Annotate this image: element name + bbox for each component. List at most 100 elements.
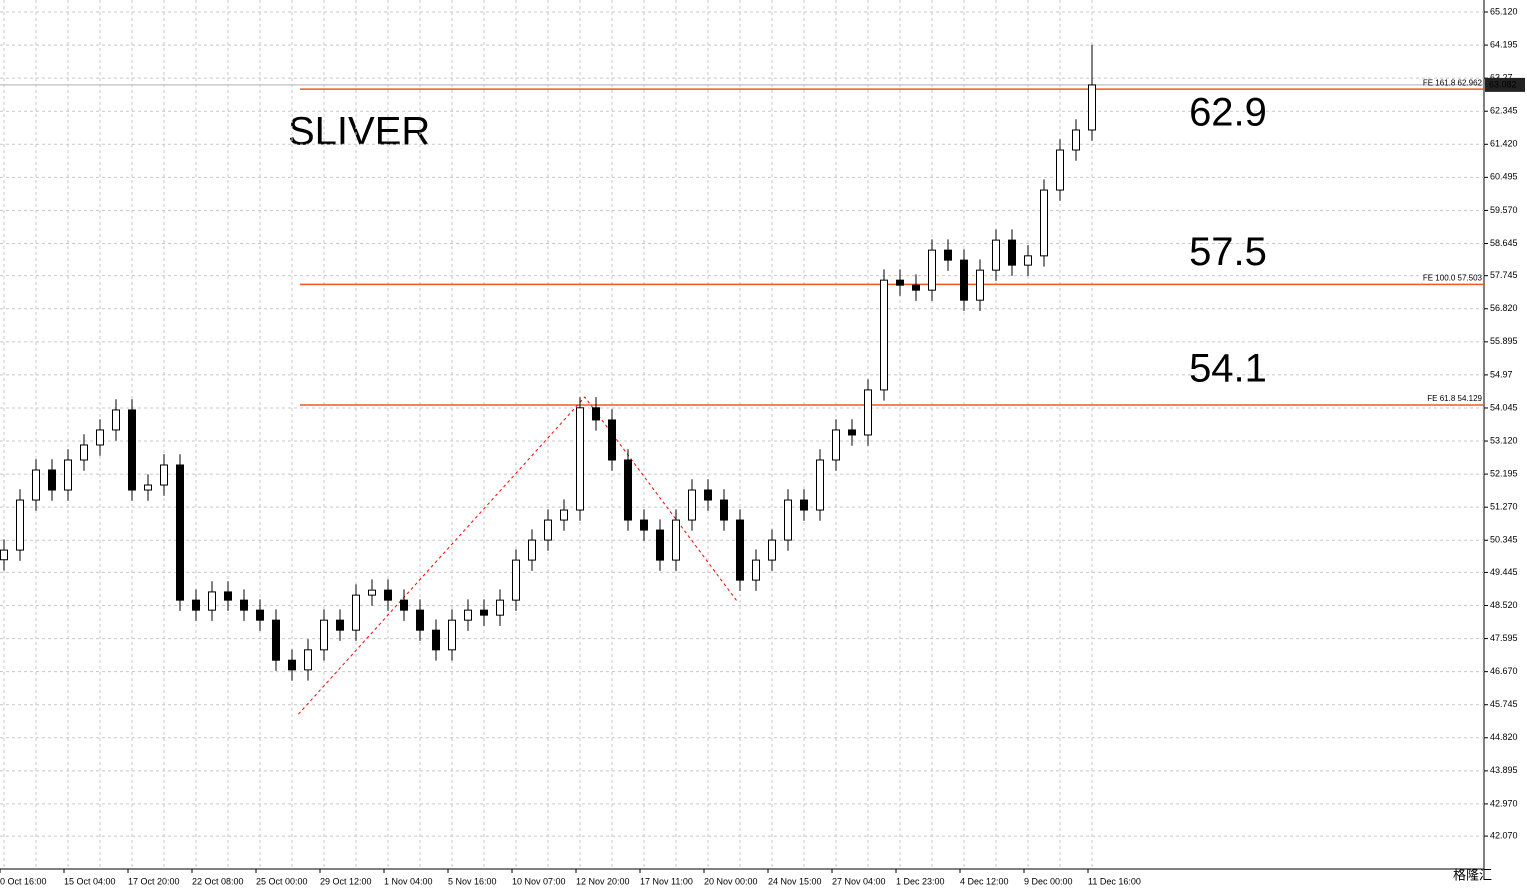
candle-body xyxy=(576,407,584,511)
y-tick-label: 60.495 xyxy=(1490,172,1518,182)
x-tick-label: 5 Nov 16:00 xyxy=(448,876,497,886)
candle-body xyxy=(384,589,392,601)
y-tick-label: 65.120 xyxy=(1490,6,1518,16)
x-tick-label: 27 Nov 04:00 xyxy=(832,876,886,886)
candle-body xyxy=(432,629,440,651)
candle-body xyxy=(672,519,680,561)
candle-body xyxy=(1072,129,1080,151)
y-tick-label: 62.345 xyxy=(1490,106,1518,116)
x-tick-label: 22 Oct 08:00 xyxy=(192,876,244,886)
x-tick-label: 15 Oct 04:00 xyxy=(64,876,116,886)
candle-body xyxy=(240,599,248,611)
x-tick-label: 24 Nov 15:00 xyxy=(768,876,822,886)
y-tick-label: 58.645 xyxy=(1490,238,1518,248)
x-tick-label: 17 Nov 11:00 xyxy=(640,876,693,886)
candle-body xyxy=(288,659,296,671)
x-tick-label: 1 Nov 04:00 xyxy=(384,876,433,886)
level-annotation: 62.9 xyxy=(1189,91,1267,135)
candle-body xyxy=(400,599,408,611)
y-tick-label: 54.045 xyxy=(1490,402,1518,412)
candle-body xyxy=(192,599,200,611)
candle-body xyxy=(128,409,136,491)
y-tick-label: 53.120 xyxy=(1490,435,1518,445)
candle-body xyxy=(512,559,520,601)
y-tick-label: 43.895 xyxy=(1490,765,1518,775)
fibo-label: FE 161.8 62.962 xyxy=(1423,78,1483,87)
candle-body xyxy=(464,609,472,621)
candle-body xyxy=(448,619,456,651)
candle-body xyxy=(976,269,984,301)
candle-body xyxy=(1024,255,1032,266)
candle-body xyxy=(16,499,24,551)
y-tick-label: 61.420 xyxy=(1490,139,1518,149)
candle-body xyxy=(704,489,712,501)
x-tick-label: 9 Dec 00:00 xyxy=(1024,876,1073,886)
candle-body xyxy=(832,429,840,461)
x-tick-label: 17 Oct 20:00 xyxy=(128,876,180,886)
plot-area xyxy=(0,0,1484,869)
candle-body xyxy=(336,619,344,631)
x-tick-label: 12 Nov 20:00 xyxy=(576,876,630,886)
candle-body xyxy=(1040,189,1048,257)
y-tick-label: 51.270 xyxy=(1490,502,1518,512)
candle-body xyxy=(64,459,72,491)
candle-body xyxy=(864,389,872,436)
y-tick-label: 63.27 xyxy=(1490,73,1513,83)
candle-body xyxy=(112,409,120,431)
candle-body xyxy=(1056,149,1064,191)
candle-body xyxy=(1088,84,1096,131)
candle-body xyxy=(96,429,104,446)
candle-body xyxy=(848,429,856,436)
candle-body xyxy=(928,249,936,291)
candle-body xyxy=(224,591,232,601)
candle-body xyxy=(304,649,312,671)
x-tick-label: 10 Nov 07:00 xyxy=(512,876,566,886)
candle-body xyxy=(992,239,1000,271)
zigzag xyxy=(298,396,738,715)
x-tick-label: 1 Dec 23:00 xyxy=(896,876,945,886)
y-tick-label: 49.445 xyxy=(1490,567,1518,577)
candle-body xyxy=(32,469,40,501)
y-tick-label: 57.745 xyxy=(1490,270,1518,280)
candle-body xyxy=(176,464,184,601)
x-tick-label: 0 Oct 16:00 xyxy=(0,876,47,886)
candle-body xyxy=(896,279,904,286)
x-tick-label: 11 Dec 16:00 xyxy=(1088,876,1141,886)
candle-body xyxy=(480,609,488,616)
candle-body xyxy=(160,464,168,486)
y-tick-label: 42.970 xyxy=(1490,798,1518,808)
candle-body xyxy=(560,509,568,521)
candle-body xyxy=(768,539,776,561)
candle-body xyxy=(752,559,760,581)
current-price-label: 63.082 xyxy=(1489,79,1517,89)
candle-body xyxy=(544,519,552,541)
candle-body xyxy=(592,407,600,421)
y-tick-label: 46.670 xyxy=(1490,666,1518,676)
y-tick-label: 52.195 xyxy=(1490,468,1518,478)
x-tick-label: 29 Oct 12:00 xyxy=(320,876,372,886)
candle-body xyxy=(784,499,792,541)
candle-body xyxy=(320,619,328,651)
candle-body xyxy=(656,529,664,561)
candle-body xyxy=(1008,239,1016,266)
candle-body xyxy=(608,419,616,461)
candle-body xyxy=(416,609,424,631)
y-tick-label: 47.595 xyxy=(1490,633,1518,643)
level-annotation: 57.5 xyxy=(1189,230,1267,274)
fibo-label: FE 61.8 54.129 xyxy=(1427,394,1482,403)
y-tick-label: 59.570 xyxy=(1490,205,1518,215)
candle-body xyxy=(800,499,808,511)
candle-body xyxy=(736,519,744,581)
candle-body xyxy=(912,284,920,291)
chart-title: SLIVER xyxy=(288,110,430,154)
candle-body xyxy=(48,469,56,491)
candle-body xyxy=(960,259,968,301)
candle-body xyxy=(208,591,216,611)
x-tick-label: 20 Nov 00:00 xyxy=(704,876,758,886)
y-tick-label: 55.895 xyxy=(1490,336,1518,346)
watermark: 格隆汇 xyxy=(1453,867,1492,882)
candle-body xyxy=(144,484,152,491)
x-tick-label: 4 Dec 12:00 xyxy=(960,876,1009,886)
candle-body xyxy=(880,279,888,391)
